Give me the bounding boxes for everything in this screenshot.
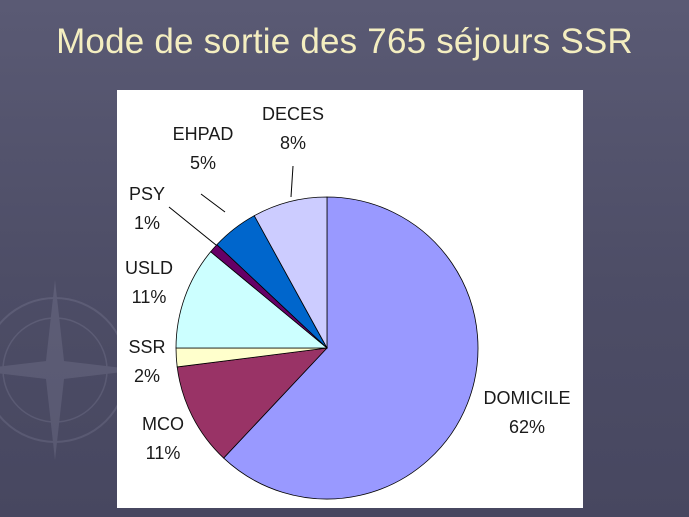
slice-label-ehpad: EHPAD	[173, 124, 234, 144]
slice-value-deces: 8%	[280, 133, 306, 153]
slice-label-psy: PSY	[129, 184, 165, 204]
slice-label-deces: DECES	[262, 104, 324, 124]
slice-label-domicile: DOMICILE	[483, 388, 570, 408]
slice-value-psy: 1%	[134, 213, 160, 233]
pie-slice-mco	[176, 347, 329, 459]
slice-label-usld: USLD	[125, 258, 173, 278]
chart-area: DOMICILE 62% MCO 11% SSR 2% USLD 11% PSY 1% EHPAD 5…	[117, 90, 583, 508]
pie-slice-domicile	[223, 196, 479, 500]
leader-line-psy	[168, 206, 217, 246]
slice-value-ssr: 2%	[134, 366, 160, 386]
pie-slice-usld	[175, 251, 329, 349]
slice-value-domicile: 62%	[509, 417, 545, 437]
slice-label-mco: MCO	[142, 414, 184, 434]
leader-line-deces	[290, 165, 294, 198]
slice-label-ssr: SSR	[128, 337, 165, 357]
slide-title: Mode de sortie des 765 séjours SSR	[56, 22, 633, 61]
pie-slice-deces	[253, 196, 328, 349]
slice-value-mco: 11%	[146, 443, 181, 463]
leader-line-ehpad	[200, 193, 226, 213]
slice-value-ehpad: 5%	[190, 153, 216, 173]
slice-value-usld: 11%	[132, 287, 167, 307]
pie-chart: DOMICILE 62% MCO 11% SSR 2% USLD 11% PSY 1% EHPAD 5…	[125, 104, 571, 500]
